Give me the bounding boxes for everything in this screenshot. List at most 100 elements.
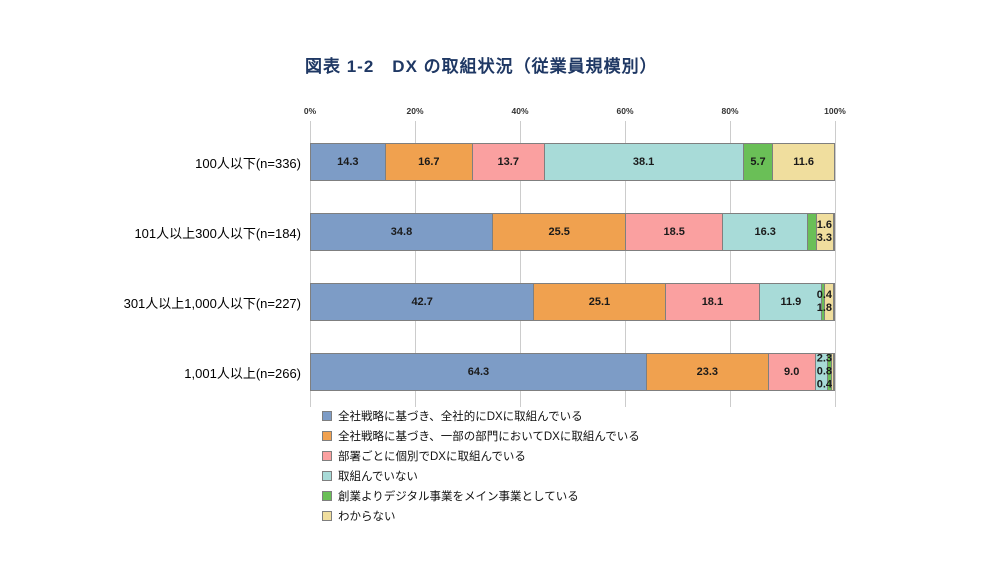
segment-value-label: 0.8 bbox=[816, 365, 832, 378]
segment-value-label: 0.4 bbox=[816, 378, 832, 391]
x-axis-tick-label: 60% bbox=[616, 106, 634, 116]
legend-item: 創業よりデジタル事業をメイン事業としている bbox=[322, 488, 640, 504]
bar-segment: 18.5 bbox=[626, 214, 724, 250]
bar-segment: 5.7 bbox=[743, 144, 774, 180]
segment-value-label: 11.9 bbox=[780, 296, 802, 308]
category-label: 101人以上300人以下(n=184) bbox=[134, 225, 301, 241]
segment-value-label: 16.7 bbox=[418, 156, 440, 168]
legend-swatch bbox=[322, 491, 332, 501]
category-label: 301人以上1,000人以下(n=227) bbox=[123, 295, 301, 311]
legend-label: 全社戦略に基づき、全社的にDXに取組んでいる bbox=[338, 411, 583, 423]
segment-value-label: 1.6 bbox=[816, 219, 832, 231]
bar-track: 14.3 16.7 13.7 38.1 5.7 11.6 bbox=[310, 143, 835, 181]
legend-swatch bbox=[322, 411, 332, 421]
segment-value-label: 16.3 bbox=[754, 226, 776, 238]
gridline bbox=[625, 121, 626, 407]
bar-segment: 9.0 bbox=[768, 354, 816, 390]
legend-item: 取組んでいない bbox=[322, 468, 640, 484]
x-axis-tick-label: 40% bbox=[511, 106, 529, 116]
chart-row: 301人以上1,000人以下(n=227) 42.7 25.1 18.1 11.9 0.4… bbox=[52, 267, 835, 337]
segment-value-label: 3.3 bbox=[816, 232, 832, 244]
segment-value-label: 14.3 bbox=[337, 156, 359, 168]
bar-segment: 64.3 bbox=[311, 354, 647, 390]
bar-segment bbox=[827, 354, 832, 390]
bar-segment bbox=[822, 284, 825, 320]
gridline bbox=[310, 121, 311, 407]
legend-label: わからない bbox=[338, 511, 396, 523]
segment-value-label: 13.7 bbox=[497, 156, 519, 168]
plot-area: 100人以下(n=336) 14.3 16.7 13.7 38.1 5.7 11.6 101人… bbox=[52, 121, 836, 407]
legend-item: 部署ごとに個別でDXに取組んでいる bbox=[322, 448, 640, 464]
bar-segment bbox=[815, 354, 828, 390]
outside-value-labels: 0.4 1.8 bbox=[817, 290, 832, 314]
legend-swatch bbox=[322, 471, 332, 481]
segment-value-label: 23.3 bbox=[696, 366, 719, 378]
x-axis-tick-label: 0% bbox=[303, 106, 317, 116]
gridline bbox=[520, 121, 521, 407]
legend-item: わからない bbox=[322, 508, 640, 524]
legend-swatch bbox=[322, 511, 332, 521]
legend-label: 部署ごとに個別でDXに取組んでいる bbox=[338, 451, 526, 463]
stacked-bar-chart: 0% 20% 40% 60% 80% 100% 100人以下(n=336) 14.3 16.7… bbox=[52, 105, 846, 407]
bar-segment bbox=[824, 284, 834, 320]
bar-segment: 38.1 bbox=[544, 144, 744, 180]
segment-value-label: 25.5 bbox=[548, 226, 570, 238]
x-axis-tick-label: 20% bbox=[406, 106, 424, 116]
legend-label: 創業よりデジタル事業をメイン事業としている bbox=[338, 491, 579, 503]
chart-row: 1,001人以上(n=266) 64.3 23.3 9.0 2.3 0.8 0.4 bbox=[52, 337, 835, 407]
segment-value-label: 0.4 bbox=[816, 289, 832, 301]
bar-segment: 25.1 bbox=[534, 284, 666, 320]
x-axis-tick-label: 100% bbox=[824, 106, 846, 116]
chart-title: 図表 1-2 DX の取組状況（従業員規模別） bbox=[305, 57, 658, 76]
segment-value-label: 42.7 bbox=[411, 296, 433, 308]
legend-swatch bbox=[322, 431, 332, 441]
segment-value-label: 64.3 bbox=[467, 366, 490, 378]
legend: 全社戦略に基づき、全社的にDXに取組んでいる全社戦略に基づき、一部の部門において… bbox=[322, 408, 640, 524]
segment-value-label: 18.5 bbox=[663, 226, 685, 238]
gridline bbox=[835, 121, 836, 407]
bar-segment: 18.1 bbox=[665, 284, 761, 320]
x-axis-tick-label: 80% bbox=[721, 106, 739, 116]
legend-item: 全社戦略に基づき、一部の部門においてDXに取組んでいる bbox=[322, 428, 640, 444]
outside-value-labels: 1.6 3.3 bbox=[817, 220, 832, 244]
bar-segment: 11.9 bbox=[760, 284, 823, 320]
segment-value-label: 11.6 bbox=[793, 156, 815, 168]
bar-segment bbox=[808, 214, 817, 250]
chart-row: 100人以下(n=336) 14.3 16.7 13.7 38.1 5.7 11.6 bbox=[52, 127, 835, 197]
bar-segment bbox=[816, 214, 834, 250]
bar-segment: 13.7 bbox=[472, 144, 545, 180]
bar-segment: 16.3 bbox=[723, 214, 809, 250]
gridline bbox=[730, 121, 731, 407]
gridline bbox=[415, 121, 416, 407]
bar-segment: 42.7 bbox=[311, 284, 535, 320]
segment-value-label: 9.0 bbox=[784, 366, 800, 378]
gridlines bbox=[310, 121, 836, 407]
bar-segment: 23.3 bbox=[646, 354, 769, 390]
bar-segment: 34.8 bbox=[311, 214, 493, 250]
segment-value-label: 38.1 bbox=[632, 156, 655, 168]
bar-track: 64.3 23.3 9.0 2.3 0.8 0.4 bbox=[310, 353, 835, 391]
segment-value-label: 1.8 bbox=[816, 302, 832, 314]
bar-segment: 11.6 bbox=[773, 144, 834, 180]
segment-value-label: 25.1 bbox=[588, 296, 611, 308]
legend-label: 取組んでいない bbox=[338, 471, 418, 483]
bar-track: 34.8 25.5 18.5 16.3 1.6 3.3 bbox=[310, 213, 835, 251]
chart-row: 101人以上300人以下(n=184) 34.8 25.5 18.5 16.3 1.6 3.… bbox=[52, 197, 835, 267]
segment-value-label: 18.1 bbox=[701, 296, 724, 308]
category-label: 100人以下(n=336) bbox=[195, 155, 301, 171]
bar-segment: 16.7 bbox=[385, 144, 473, 180]
bar-track: 42.7 25.1 18.1 11.9 0.4 1.8 bbox=[310, 283, 835, 321]
category-label: 1,001人以上(n=266) bbox=[184, 365, 301, 381]
bar-rows: 100人以下(n=336) 14.3 16.7 13.7 38.1 5.7 11.6 101人… bbox=[52, 127, 835, 407]
bar-segment: 25.5 bbox=[493, 214, 627, 250]
segment-value-label: 34.8 bbox=[390, 226, 413, 238]
bar-segment bbox=[831, 354, 834, 390]
x-axis: 0% 20% 40% 60% 80% 100% bbox=[52, 105, 846, 121]
legend-item: 全社戦略に基づき、全社的にDXに取組んでいる bbox=[322, 408, 640, 424]
legend-swatch bbox=[322, 451, 332, 461]
outside-value-labels: 2.3 0.8 0.4 bbox=[816, 353, 832, 391]
segment-value-label: 5.7 bbox=[750, 156, 766, 168]
legend-label: 全社戦略に基づき、一部の部門においてDXに取組んでいる bbox=[338, 431, 640, 443]
bar-segment: 14.3 bbox=[311, 144, 386, 180]
